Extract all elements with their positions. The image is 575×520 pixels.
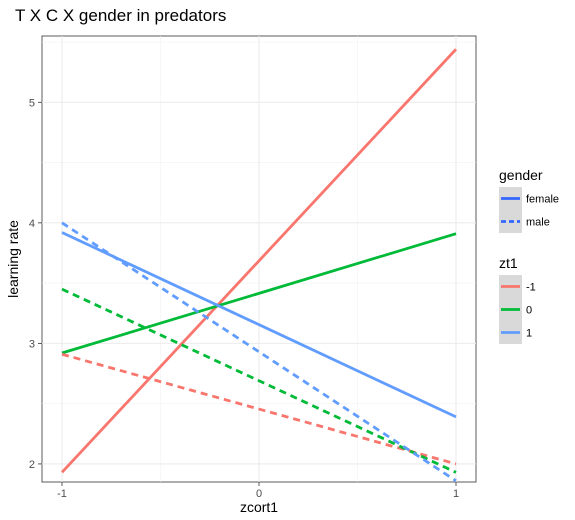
- series-lines: [60, 48, 458, 482]
- series-line-female-zt1-1: [61, 231, 457, 419]
- x-tick-label: 1: [453, 488, 459, 500]
- chart-title: T X C X gender in predators: [15, 6, 226, 25]
- y-tick-label: 4: [29, 218, 35, 230]
- series-line-female-zt1-0: [61, 232, 457, 355]
- y-tick-label: 5: [29, 97, 35, 109]
- legend-label: 1: [526, 328, 532, 340]
- y-axis: 2 3 4 5: [29, 97, 42, 471]
- x-axis: -1 0 1: [57, 482, 459, 500]
- series-line-male-zt1-0: [61, 287, 457, 474]
- legend-title: gender: [499, 167, 543, 183]
- series-line-male-zt1-1: [61, 221, 457, 482]
- legend-label: female: [526, 194, 559, 206]
- legend-label: 0: [526, 305, 532, 317]
- series-line-male-zt1--1: [61, 352, 457, 466]
- major-gridlines: [42, 36, 476, 482]
- legend-key-background: [499, 187, 522, 233]
- legend-label: -1: [526, 282, 536, 294]
- legend-title: zt1: [499, 255, 518, 271]
- x-tick-label: 0: [256, 488, 262, 500]
- x-tick-label: -1: [57, 488, 67, 500]
- legend-label: male: [526, 217, 550, 229]
- x-axis-label: zcort1: [240, 499, 278, 515]
- y-axis-label: learning rate: [5, 220, 21, 298]
- series-line-female-zt1--1: [60, 48, 458, 474]
- y-tick-label: 3: [29, 338, 35, 350]
- legend: gender female male zt1 -1 0 1: [499, 167, 559, 344]
- y-tick-label: 2: [29, 459, 35, 471]
